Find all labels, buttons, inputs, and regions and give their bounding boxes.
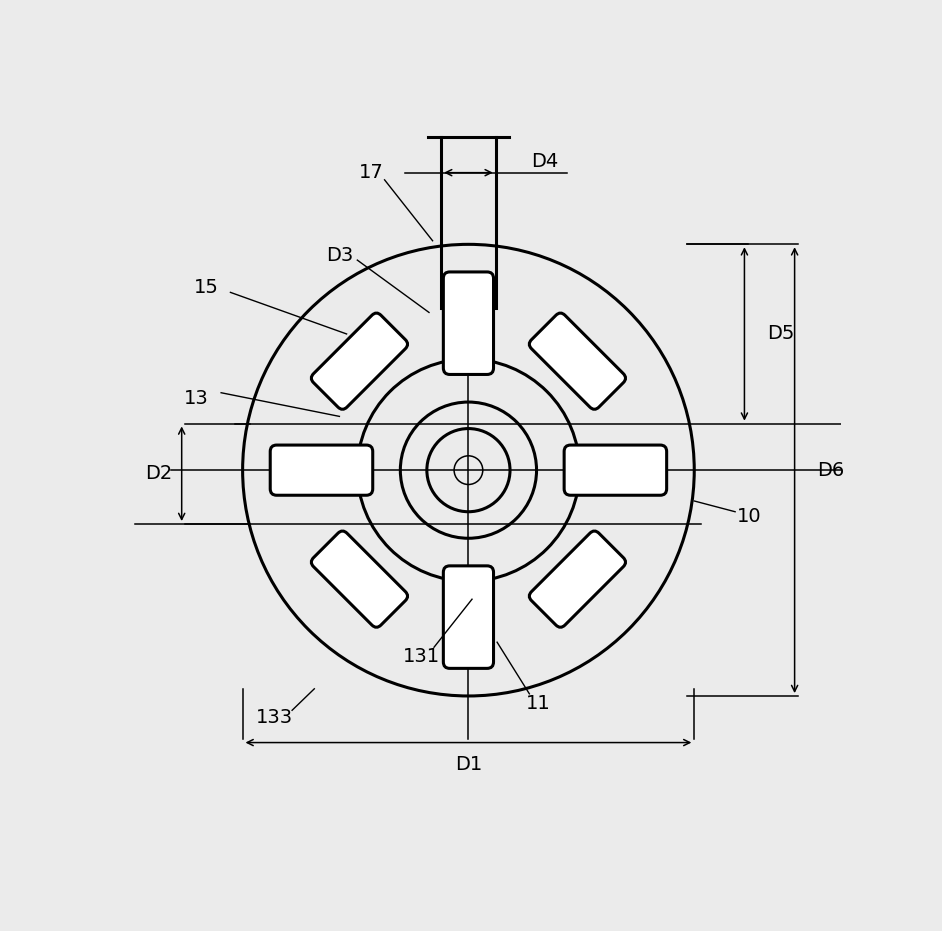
Text: D4: D4 — [531, 153, 559, 171]
FancyBboxPatch shape — [444, 272, 494, 374]
FancyBboxPatch shape — [564, 445, 667, 495]
Text: D6: D6 — [818, 461, 845, 479]
FancyBboxPatch shape — [529, 531, 625, 627]
Text: D1: D1 — [455, 754, 482, 774]
Text: 131: 131 — [403, 647, 441, 666]
FancyBboxPatch shape — [529, 313, 625, 410]
Text: 17: 17 — [359, 163, 384, 182]
Text: 13: 13 — [184, 389, 208, 408]
FancyBboxPatch shape — [311, 313, 408, 410]
Text: D3: D3 — [326, 246, 353, 264]
Text: 133: 133 — [256, 708, 294, 727]
Text: 11: 11 — [527, 694, 551, 712]
FancyBboxPatch shape — [270, 445, 373, 495]
Text: 15: 15 — [194, 277, 219, 297]
Text: D2: D2 — [145, 465, 172, 483]
FancyBboxPatch shape — [311, 531, 408, 627]
FancyBboxPatch shape — [444, 566, 494, 668]
Text: 10: 10 — [738, 507, 762, 526]
Text: D5: D5 — [768, 324, 795, 344]
